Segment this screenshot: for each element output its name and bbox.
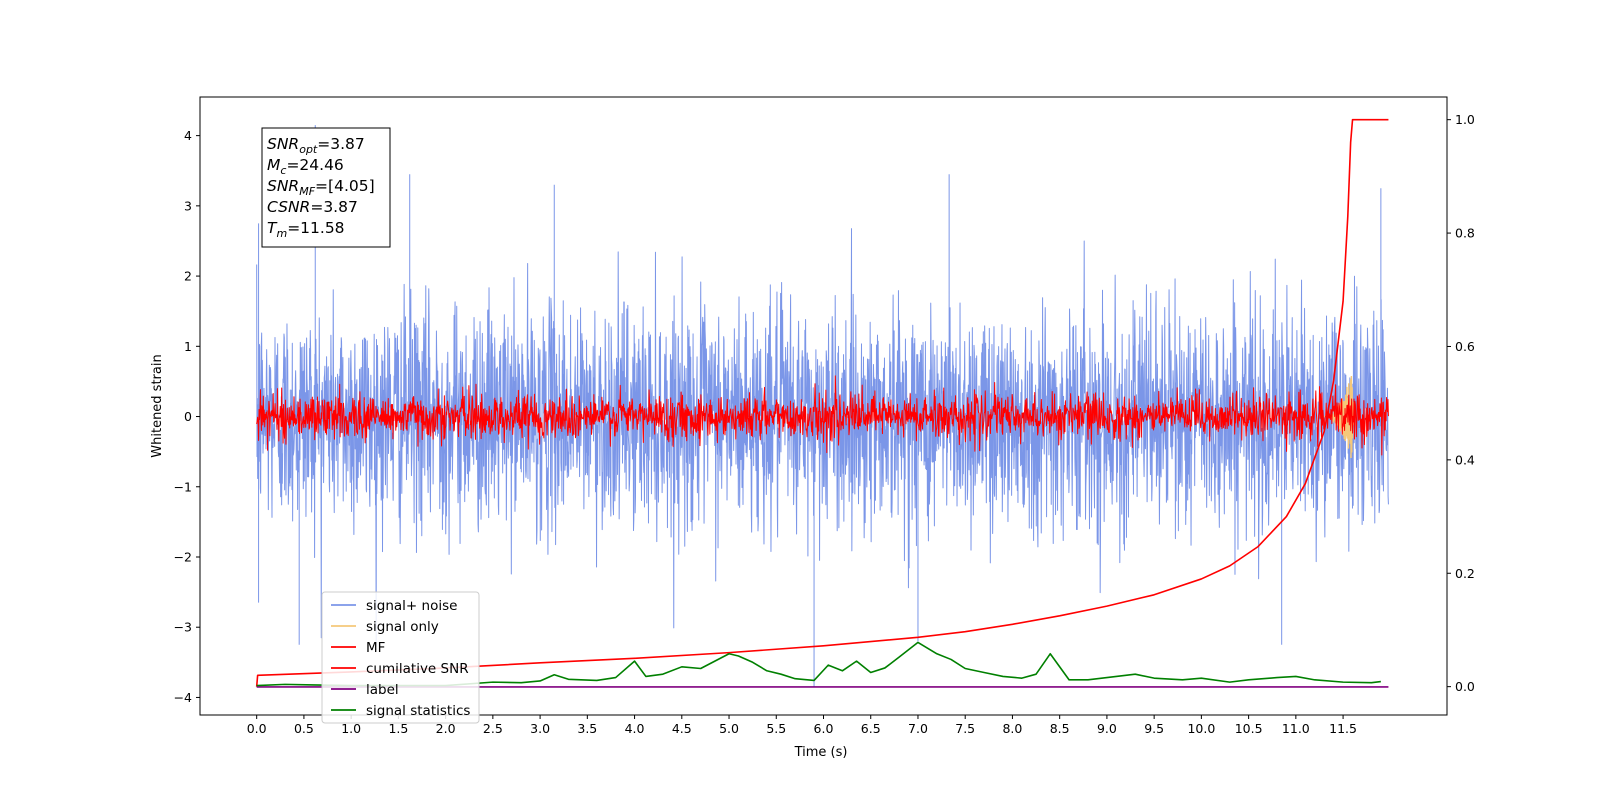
legend-label: signal statistics	[366, 703, 470, 719]
x-tick-label: 2.5	[483, 721, 503, 736]
legend-label: signal+ noise	[366, 598, 457, 614]
y-tick-label: −1	[174, 479, 192, 494]
y-tick-label: 4	[184, 128, 192, 143]
stats-annotation: SNRopt=3.87Mc=24.46SNRMF=[4.05]CSNR=3.87…	[261, 127, 391, 248]
series-line-2	[256, 375, 1389, 456]
y-tick-label: 3	[184, 198, 192, 213]
x-tick-label: 3.5	[577, 721, 597, 736]
legend-label: signal only	[366, 619, 439, 635]
series-line-3	[255, 118, 1389, 687]
legend-frame	[321, 591, 480, 724]
x-tick-label: 2.0	[436, 721, 456, 736]
x-tick-label: 5.5	[766, 721, 786, 736]
x-tick-label: 7.0	[908, 721, 928, 736]
y-axis-ticks: 4 3 2 1 0 −1 −2 −3 −4	[174, 128, 200, 705]
x-tick-label: 4.5	[672, 721, 692, 736]
x-tick-label: 11.5	[1329, 721, 1357, 736]
x-tick-label: 6.0	[814, 721, 834, 736]
x-tick-label: 11.0	[1282, 721, 1310, 736]
right-y-tick-label: 1.0	[1455, 112, 1475, 127]
x-axis-label: Time (s)	[794, 745, 848, 760]
x-axis-ticks: 0.0 0.5 1.0 1.5 2.0 2.5 3.0 3.5 4.0 4.5 5.0 5.5 6.0 6…	[247, 715, 1357, 736]
x-tick-label: 7.5	[955, 721, 975, 736]
right-y-tick-label: 0.6	[1455, 339, 1475, 354]
annotation-line: Tm=11.58	[267, 219, 345, 240]
x-tick-label: 8.5	[1050, 721, 1070, 736]
legend-label: MF	[366, 640, 385, 656]
series-line-5	[256, 641, 1381, 687]
legend: signal+ noise signal only MF cumilative SNR…	[321, 591, 480, 724]
y-tick-label: 1	[184, 339, 192, 354]
x-tick-label: 4.0	[625, 721, 645, 736]
x-tick-label: 0.5	[294, 721, 314, 736]
annotation-line: SNRMF=[4.05]	[267, 177, 375, 198]
right-y-tick-label: 0.4	[1455, 452, 1475, 467]
x-tick-label: 0.0	[247, 721, 267, 736]
x-tick-label: 8.0	[1002, 721, 1022, 736]
x-tick-label: 10.0	[1187, 721, 1215, 736]
x-tick-label: 9.0	[1097, 721, 1117, 736]
y-tick-label: −2	[174, 549, 192, 564]
legend-label: label	[366, 682, 399, 698]
x-tick-label: 1.5	[388, 721, 408, 736]
x-tick-label: 6.5	[861, 721, 881, 736]
legend-label: cumilative SNR	[366, 661, 469, 677]
x-tick-label: 10.5	[1235, 721, 1263, 736]
y-tick-label: −4	[174, 690, 192, 705]
y-tick-label: −3	[174, 620, 192, 635]
right-y-axis-ticks: 1.0 0.8 0.6 0.4 0.2 0.0	[1447, 112, 1475, 694]
annotation-frame	[261, 127, 391, 248]
x-tick-label: 9.5	[1144, 721, 1164, 736]
right-y-tick-label: 0.2	[1455, 566, 1475, 581]
x-tick-label: 1.0	[341, 721, 361, 736]
annotation-line: CSNR=3.87	[267, 198, 358, 216]
annotation-line: Mc=24.46	[267, 156, 344, 177]
right-y-tick-label: 0.0	[1455, 679, 1475, 694]
annotation-line: SNRopt=3.87	[267, 135, 365, 156]
right-y-tick-label: 0.8	[1455, 226, 1475, 241]
y-axis-label: Whitened strain	[150, 354, 165, 457]
x-tick-label: 5.0	[719, 721, 739, 736]
y-tick-label: 0	[184, 409, 192, 424]
y-tick-label: 2	[184, 269, 192, 284]
x-tick-label: 3.0	[530, 721, 550, 736]
